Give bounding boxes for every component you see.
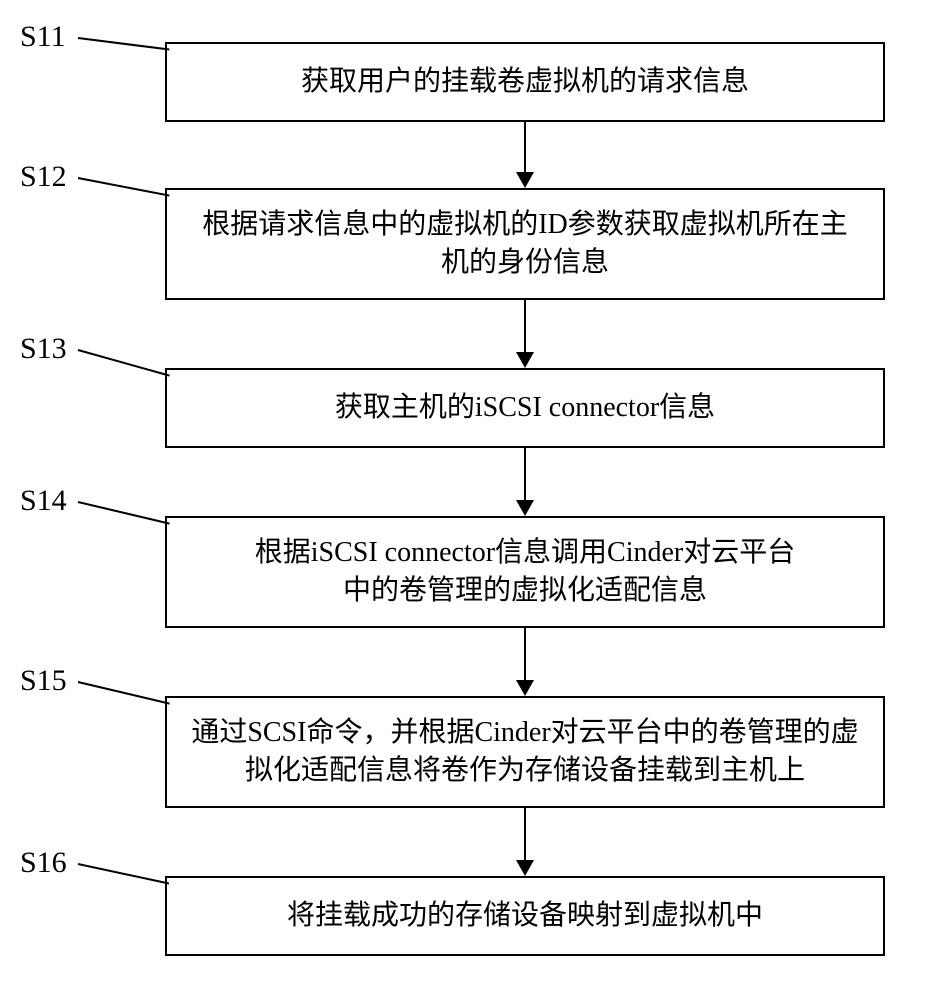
- label-connector: [78, 37, 169, 50]
- arrow-head-icon: [516, 352, 534, 368]
- arrow-head-icon: [516, 500, 534, 516]
- arrow-stem: [524, 808, 526, 860]
- step-text: 获取用户的挂载卷虚拟机的请求信息: [301, 63, 749, 101]
- step-label-s13: S13: [20, 332, 67, 366]
- step-box-s15: 通过SCSI命令，并根据Cinder对云平台中的卷管理的虚 拟化适配信息将卷作为…: [165, 696, 885, 808]
- step-label-s14: S14: [20, 484, 67, 518]
- step-text: 通过SCSI命令，并根据Cinder对云平台中的卷管理的虚 拟化适配信息将卷作为…: [191, 714, 858, 790]
- step-label-s11: S11: [20, 20, 66, 54]
- step-box-s13: 获取主机的iSCSI connector信息: [165, 368, 885, 448]
- step-box-s12: 根据请求信息中的虚拟机的ID参数获取虚拟机所在主 机的身份信息: [165, 188, 885, 300]
- step-box-s14: 根据iSCSI connector信息调用Cinder对云平台 中的卷管理的虚拟…: [165, 516, 885, 628]
- label-connector: [78, 863, 169, 884]
- flowchart-canvas: 获取用户的挂载卷虚拟机的请求信息 S11 根据请求信息中的虚拟机的ID参数获取虚拟机…: [0, 0, 937, 1000]
- step-label-s16: S16: [20, 846, 67, 880]
- step-label-s12: S12: [20, 160, 67, 194]
- step-label-s15: S15: [20, 664, 67, 698]
- step-text: 将挂载成功的存储设备映射到虚拟机中: [287, 897, 763, 935]
- step-box-s11: 获取用户的挂载卷虚拟机的请求信息: [165, 42, 885, 122]
- label-connector: [78, 349, 170, 376]
- arrow-stem: [524, 448, 526, 500]
- step-text: 获取主机的iSCSI connector信息: [335, 389, 715, 427]
- step-text: 根据iSCSI connector信息调用Cinder对云平台 中的卷管理的虚拟…: [255, 534, 796, 610]
- label-connector: [78, 501, 169, 524]
- arrow-head-icon: [516, 680, 534, 696]
- arrow-head-icon: [516, 860, 534, 876]
- arrow-head-icon: [516, 172, 534, 188]
- arrow-stem: [524, 122, 526, 172]
- step-box-s16: 将挂载成功的存储设备映射到虚拟机中: [165, 876, 885, 956]
- label-connector: [78, 681, 169, 704]
- arrow-stem: [524, 300, 526, 352]
- arrow-stem: [524, 628, 526, 680]
- step-text: 根据请求信息中的虚拟机的ID参数获取虚拟机所在主 机的身份信息: [202, 206, 848, 282]
- label-connector: [78, 177, 169, 196]
